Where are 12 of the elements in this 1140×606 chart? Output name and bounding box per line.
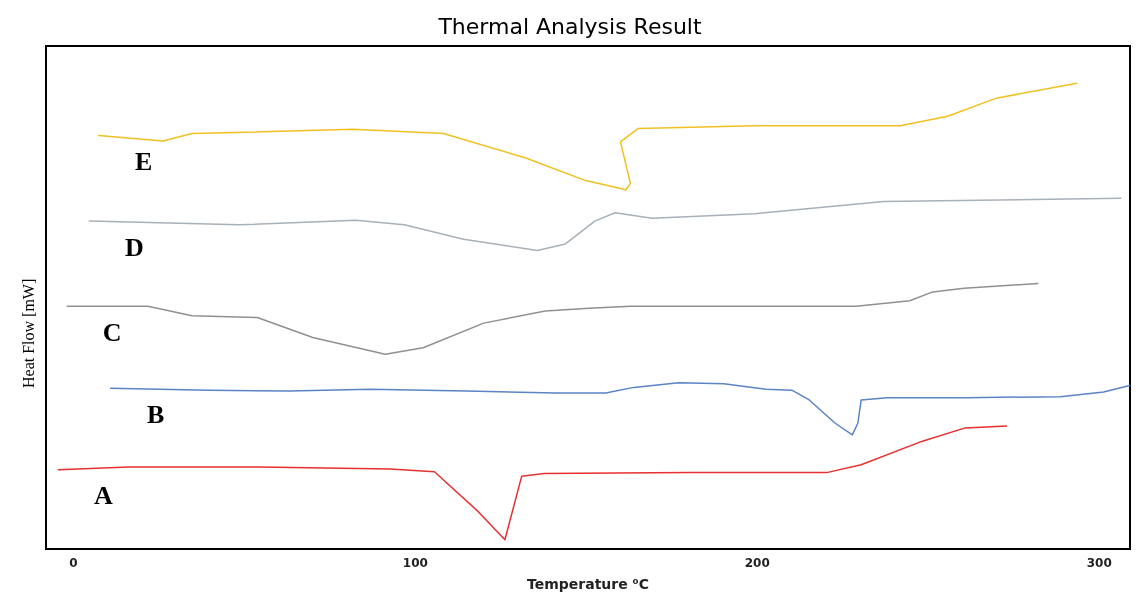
x-axis-title: Temperature ⁰C — [527, 576, 649, 592]
x-tick-label: 0 — [69, 556, 78, 570]
series-label: D — [125, 232, 144, 262]
series-label: E — [134, 146, 153, 176]
y-axis-title: Heat Flow [mW] — [19, 278, 37, 388]
series-label: B — [146, 399, 165, 429]
x-tick-label: 100 — [402, 556, 428, 570]
x-tick-label: 300 — [1086, 556, 1112, 570]
series-label: A — [93, 481, 113, 511]
x-tick-label: 200 — [744, 556, 770, 570]
chart-title: Thermal Analysis Result — [437, 13, 702, 39]
series-label: C — [102, 317, 122, 347]
